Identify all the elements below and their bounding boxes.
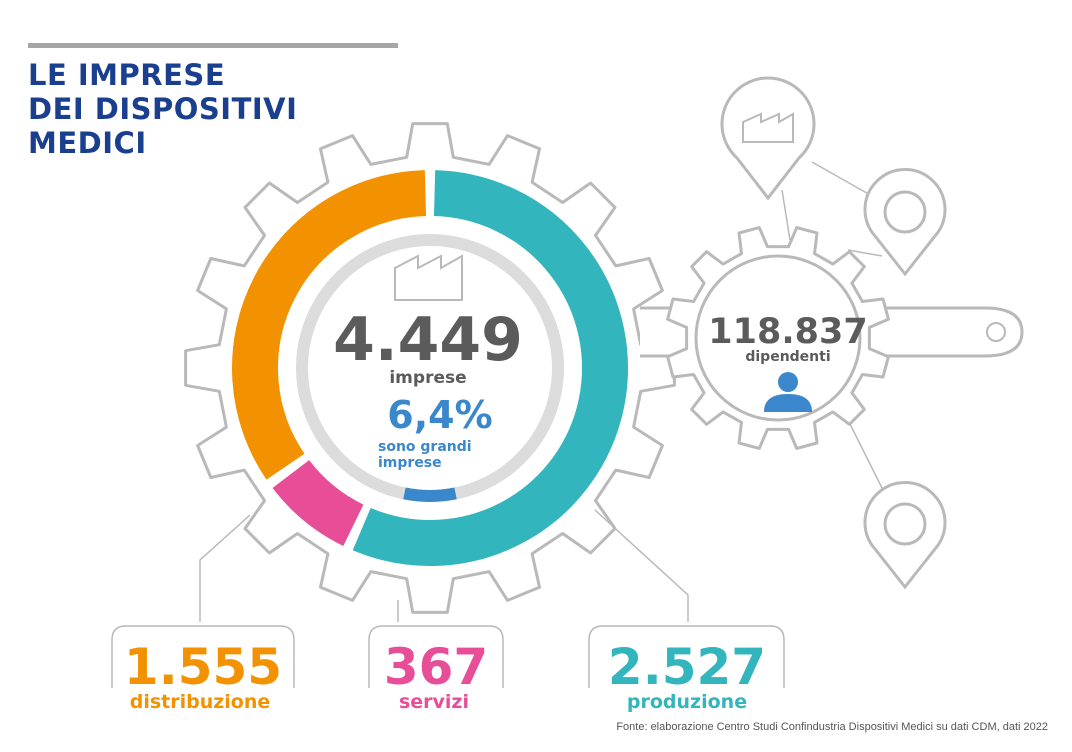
- donut-segment-distribuzione: [232, 170, 427, 480]
- title-line-3: MEDICI: [28, 126, 147, 160]
- employees-value: 118.837: [708, 312, 867, 352]
- callout-value-distribuzione: 1.555: [124, 638, 282, 696]
- title-rule: [28, 43, 398, 48]
- map-pin-hole: [883, 190, 927, 234]
- share-large-label-1: sono grandi: [378, 439, 472, 455]
- connector-pin-bottom: [847, 419, 885, 493]
- callout-frames: [111, 625, 785, 688]
- callout-label-distribuzione: distribuzione: [130, 691, 271, 713]
- callout-frame-produzione: [588, 625, 785, 688]
- callout-label-produzione: produzione: [627, 691, 747, 713]
- donut-chart: [232, 170, 628, 566]
- donut-segment-servizi: [272, 459, 364, 546]
- factory-icon: [742, 112, 794, 143]
- callout-value-servizi: 367: [384, 638, 488, 696]
- callout-label-servizi: servizi: [399, 691, 469, 713]
- employees-label: dipendenti: [745, 349, 830, 365]
- large-firms-share-arc: [403, 487, 457, 502]
- callout-value-produzione: 2.527: [608, 638, 766, 696]
- small-gear-hub: [694, 254, 862, 422]
- source-note: Fonte: elaborazione Centro Studi Confind…: [616, 721, 1048, 733]
- map-pin-icon: [720, 76, 816, 201]
- total-value: 4.449: [333, 305, 523, 375]
- donut-background: [225, 163, 635, 573]
- large-gear-icon: [184, 122, 676, 614]
- callout-frame-distribuzione: [111, 625, 295, 688]
- connector-pin-top-right: [811, 161, 873, 197]
- map-pins: [720, 76, 947, 590]
- title-line-2: DEI DISPOSITIVI: [28, 92, 298, 126]
- page-title: LE IMPRESE DEI DISPOSITIVI MEDICI: [28, 58, 297, 160]
- factory-icon: [394, 254, 463, 301]
- person-icon: [764, 372, 812, 412]
- share-large-label-2: imprese: [378, 455, 442, 471]
- total-label: imprese: [389, 368, 466, 388]
- connector-produzione: [594, 509, 689, 622]
- donut-segment-produzione: [352, 170, 628, 566]
- map-pin-hole: [883, 502, 927, 546]
- callout-frame-servizi: [368, 625, 504, 688]
- connector-lines: [199, 161, 885, 622]
- shaft-hole: [986, 322, 1006, 342]
- connector-distribuzione: [199, 514, 251, 622]
- title-line-1: LE IMPRESE: [28, 58, 226, 92]
- connector-pin-top: [781, 189, 791, 241]
- share-large-value: 6,4%: [387, 393, 492, 437]
- connector-pin-mid: [847, 249, 883, 257]
